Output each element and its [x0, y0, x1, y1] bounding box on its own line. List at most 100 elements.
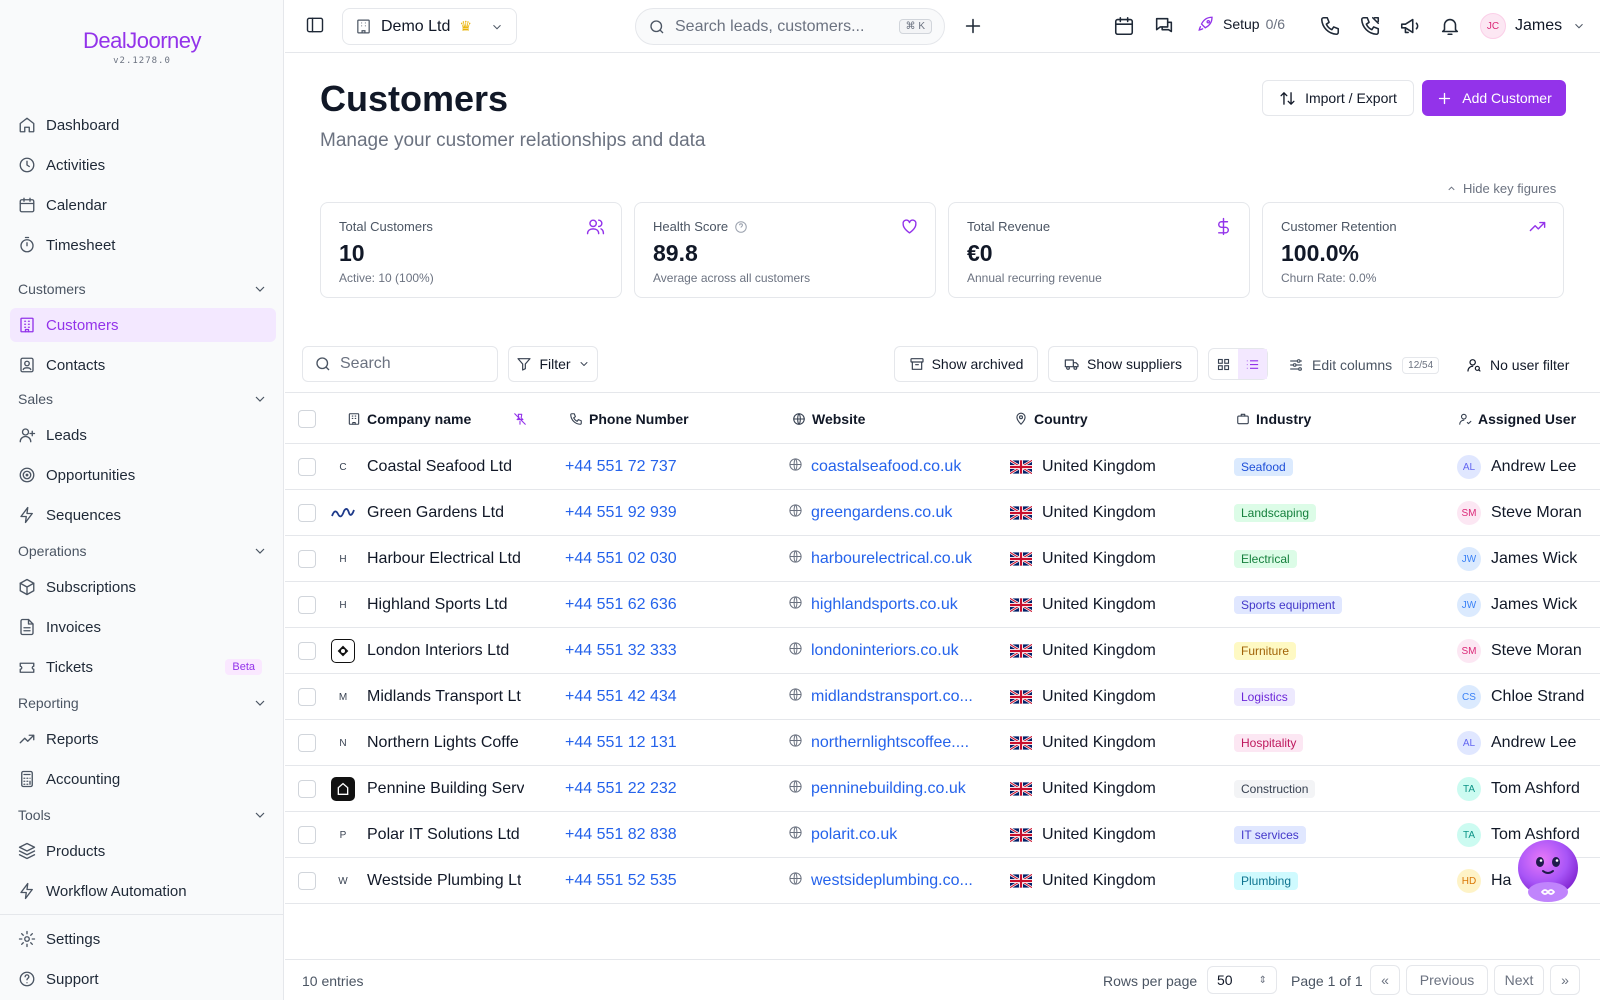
website-link[interactable]: polarit.co.uk [811, 826, 898, 843]
sidebar-item-contacts[interactable]: Contacts [10, 348, 276, 382]
phone-link[interactable]: +44 551 02 030 [565, 550, 677, 567]
call-log-button[interactable] [1359, 15, 1381, 37]
table-row[interactable]: P Polar IT Solutions Ltd +44 551 82 838 pol… [285, 812, 1600, 858]
assigned-user-cell[interactable]: AL Andrew Lee [1457, 444, 1600, 490]
website-link[interactable]: northernlightscoffee.... [811, 734, 970, 751]
row-checkbox[interactable] [298, 490, 316, 536]
first-page-button[interactable]: « [1370, 965, 1400, 995]
row-checkbox[interactable] [298, 858, 316, 904]
website-link[interactable]: highlandsports.co.uk [811, 596, 958, 613]
workspace-switcher[interactable]: Demo Ltd ♛ [342, 8, 517, 45]
assigned-user-cell[interactable]: AL Andrew Lee [1457, 720, 1600, 766]
table-search-input[interactable]: Search [302, 346, 498, 382]
unpin-column-button[interactable] [513, 393, 533, 445]
company-cell[interactable]: M Midlands Transport Lt [331, 674, 831, 720]
table-row[interactable]: N Northern Lights Coffe +44 551 12 131 nort… [285, 720, 1600, 766]
list-view-button[interactable] [1238, 349, 1267, 379]
table-row[interactable]: M Midlands Transport Lt +44 551 42 434 midl… [285, 674, 1600, 720]
phone-link[interactable]: +44 551 82 838 [565, 826, 677, 843]
sidebar-item-invoices[interactable]: Invoices [10, 610, 276, 644]
column-header-country[interactable]: Country [1014, 393, 1088, 445]
table-row[interactable]: H Harbour Electrical Ltd +44 551 02 030 har… [285, 536, 1600, 582]
assigned-user-cell[interactable]: SM Steve Moran [1457, 490, 1600, 536]
row-checkbox[interactable] [298, 766, 316, 812]
section-reporting[interactable]: Reporting [18, 692, 268, 714]
assigned-user-cell[interactable]: CS Chloe Strand [1457, 674, 1600, 720]
row-checkbox[interactable] [298, 720, 316, 766]
table-row[interactable]: Green Gardens Ltd +44 551 92 939 greengard… [285, 490, 1600, 536]
user-filter-button[interactable]: No user filter [1466, 350, 1569, 380]
global-search-input[interactable]: Search leads, customers... ⌘ K [635, 8, 945, 45]
sidebar-item-tickets[interactable]: Tickets Beta [10, 650, 276, 684]
assigned-user-cell[interactable]: TA Tom Ashford [1457, 812, 1600, 858]
column-header-website[interactable]: Website [792, 393, 865, 445]
assistant-mascot-button[interactable] [1512, 834, 1584, 906]
company-cell[interactable]: C Coastal Seafood Ltd [331, 444, 831, 490]
company-cell[interactable]: London Interiors Ltd [331, 628, 831, 674]
table-row[interactable]: Pennine Building Serv +44 551 22 232 penni… [285, 766, 1600, 812]
company-cell[interactable]: P Polar IT Solutions Ltd [331, 812, 831, 858]
row-checkbox[interactable] [298, 444, 316, 490]
company-cell[interactable]: Green Gardens Ltd [331, 490, 831, 536]
row-checkbox[interactable] [298, 582, 316, 628]
phone-link[interactable]: +44 551 72 737 [565, 458, 677, 475]
sidebar-item-support[interactable]: Support [10, 962, 276, 996]
website-link[interactable]: harbourelectrical.co.uk [811, 550, 972, 567]
add-new-button[interactable] [962, 15, 984, 37]
import-export-button[interactable]: Import / Export [1262, 80, 1414, 116]
row-checkbox[interactable] [298, 674, 316, 720]
column-header-company[interactable]: Company name [347, 393, 527, 445]
section-tools[interactable]: Tools [18, 804, 268, 826]
assigned-user-cell[interactable]: TA Tom Ashford [1457, 766, 1600, 812]
previous-page-button[interactable]: Previous [1406, 965, 1488, 995]
setup-progress-button[interactable]: Setup 0/6 [1197, 15, 1285, 33]
sidebar-item-opportunities[interactable]: Opportunities [10, 458, 276, 492]
row-checkbox[interactable] [298, 536, 316, 582]
website-link[interactable]: midlandstransport.co... [811, 688, 973, 705]
column-header-assigned-user[interactable]: Assigned User [1458, 393, 1576, 445]
sidebar-item-reports[interactable]: Reports [10, 722, 276, 756]
section-sales[interactable]: Sales [18, 388, 268, 410]
company-cell[interactable]: H Highland Sports Ltd [331, 582, 831, 628]
website-link[interactable]: coastalseafood.co.uk [811, 458, 962, 475]
table-row[interactable]: C Coastal Seafood Ltd +44 551 72 737 coasta… [285, 444, 1600, 490]
calendar-button[interactable] [1113, 15, 1135, 37]
sidebar-item-activities[interactable]: Activities [10, 148, 276, 182]
show-archived-button[interactable]: Show archived [894, 346, 1038, 382]
table-row[interactable]: H Highland Sports Ltd +44 551 62 636 highla… [285, 582, 1600, 628]
sidebar-item-subscriptions[interactable]: Subscriptions [10, 570, 276, 604]
sidebar-item-products[interactable]: Products [10, 834, 276, 868]
sidebar-item-calendar[interactable]: Calendar [10, 188, 276, 222]
website-link[interactable]: greengardens.co.uk [811, 504, 953, 521]
phone-link[interactable]: +44 551 42 434 [565, 688, 677, 705]
phone-link[interactable]: +44 551 22 232 [565, 780, 677, 797]
select-all-checkbox[interactable] [298, 393, 316, 445]
company-cell[interactable]: Pennine Building Serv [331, 766, 831, 812]
show-suppliers-button[interactable]: Show suppliers [1048, 346, 1198, 382]
phone-link[interactable]: +44 551 62 636 [565, 596, 677, 613]
table-row[interactable]: W Westside Plumbing Lt +44 551 52 535 wests… [285, 858, 1600, 904]
phone-link[interactable]: +44 551 52 535 [565, 872, 677, 889]
last-page-button[interactable]: » [1550, 965, 1580, 995]
website-link[interactable]: westsideplumbing.co... [811, 872, 973, 889]
help-icon[interactable] [734, 220, 748, 234]
sidebar-item-dashboard[interactable]: Dashboard [10, 108, 276, 142]
app-logo[interactable]: DealJoorney v2.1278.0 [0, 28, 284, 66]
hide-key-figures-button[interactable]: Hide key figures [1446, 181, 1556, 196]
website-link[interactable]: londoninteriors.co.uk [811, 642, 959, 659]
assigned-user-cell[interactable]: SM Steve Moran [1457, 628, 1600, 674]
phone-link[interactable]: +44 551 32 333 [565, 642, 677, 659]
row-checkbox[interactable] [298, 628, 316, 674]
sidebar-item-sequences[interactable]: Sequences [10, 498, 276, 532]
sidebar-toggle-button[interactable] [305, 15, 325, 35]
edit-columns-button[interactable]: Edit columns 12/54 [1288, 350, 1440, 380]
announcements-button[interactable] [1399, 15, 1421, 37]
company-cell[interactable]: H Harbour Electrical Ltd [331, 536, 831, 582]
company-cell[interactable]: N Northern Lights Coffe [331, 720, 831, 766]
assigned-user-cell[interactable]: JW James Wick [1457, 536, 1600, 582]
assigned-user-cell[interactable]: HD Ha [1457, 858, 1600, 904]
filter-button[interactable]: Filter [508, 346, 598, 382]
table-row[interactable]: London Interiors Ltd +44 551 32 333 london… [285, 628, 1600, 674]
sidebar-item-leads[interactable]: Leads [10, 418, 276, 452]
rows-per-page-select[interactable]: 50 ⇕ [1207, 966, 1277, 994]
